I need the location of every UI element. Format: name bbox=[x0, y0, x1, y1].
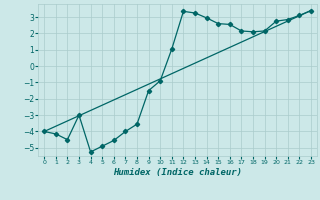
X-axis label: Humidex (Indice chaleur): Humidex (Indice chaleur) bbox=[113, 168, 242, 177]
